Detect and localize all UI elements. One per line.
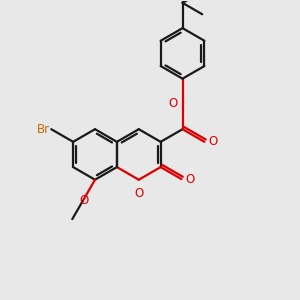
Text: O: O [134,187,143,200]
Text: O: O [79,194,88,207]
Text: O: O [168,98,177,110]
Text: O: O [208,135,217,148]
Text: O: O [185,172,194,186]
Text: Br: Br [37,123,50,136]
